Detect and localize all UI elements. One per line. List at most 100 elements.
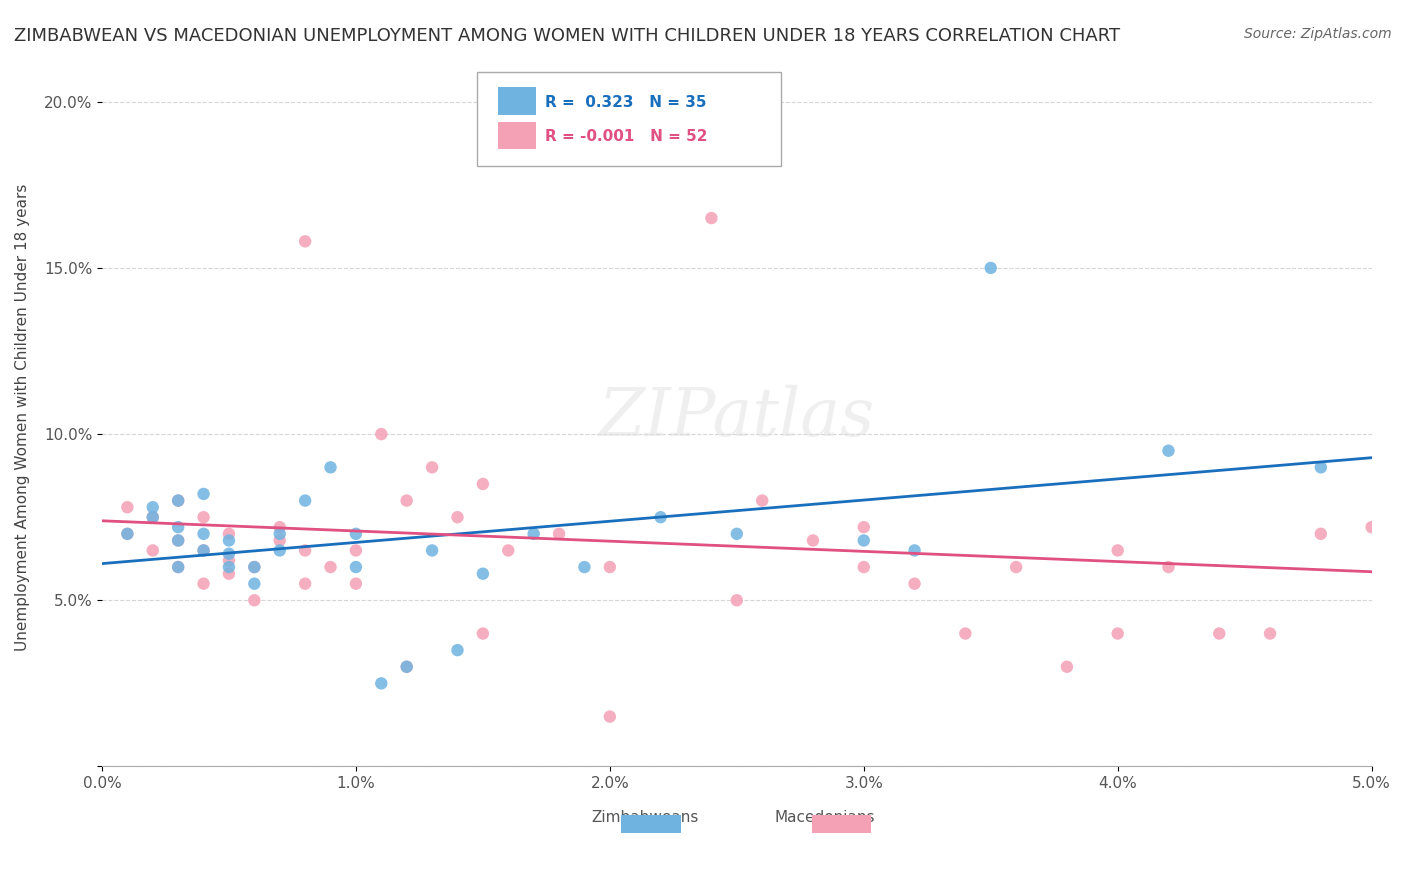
Point [370,676,392,690]
Point [446,643,468,657]
Point [167,560,190,574]
Point [218,560,240,574]
Point [1309,526,1331,541]
Point [269,520,291,534]
Point [370,427,392,442]
Point [167,520,190,534]
Text: ZIPatlas: ZIPatlas [599,384,875,450]
Point [852,533,875,548]
Point [167,533,190,548]
Point [751,493,773,508]
Point [167,533,190,548]
Text: Zimbabweans: Zimbabweans [592,810,699,825]
Point [269,543,291,558]
Point [471,566,494,581]
Point [1005,560,1028,574]
Point [1157,443,1180,458]
Point [599,709,621,723]
Point [218,547,240,561]
Point [1208,626,1230,640]
Point [243,560,266,574]
Point [117,500,139,515]
Point [852,560,875,574]
Point [548,526,571,541]
Point [193,487,215,501]
Point [269,526,291,541]
Point [142,500,165,515]
Point [395,493,418,508]
Point [446,510,468,524]
Point [344,576,367,591]
FancyBboxPatch shape [498,87,536,114]
Point [395,659,418,673]
Point [725,526,748,541]
Point [294,543,316,558]
Point [167,493,190,508]
Y-axis label: Unemployment Among Women with Children Under 18 years: Unemployment Among Women with Children U… [15,184,30,651]
Point [319,460,342,475]
Point [193,543,215,558]
Point [471,477,494,491]
Point [1107,543,1129,558]
Point [193,576,215,591]
Point [650,510,672,524]
Point [269,533,291,548]
Point [903,576,925,591]
Point [1056,659,1078,673]
Point [1258,626,1281,640]
Point [117,526,139,541]
Point [193,526,215,541]
Point [243,576,266,591]
Point [319,560,342,574]
Point [167,493,190,508]
Text: ZIMBABWEAN VS MACEDONIAN UNEMPLOYMENT AMONG WOMEN WITH CHILDREN UNDER 18 YEARS C: ZIMBABWEAN VS MACEDONIAN UNEMPLOYMENT AM… [14,27,1121,45]
Point [1361,520,1384,534]
Point [243,560,266,574]
Point [193,543,215,558]
Text: Source: ZipAtlas.com: Source: ZipAtlas.com [1244,27,1392,41]
Point [980,260,1002,275]
FancyBboxPatch shape [811,814,872,833]
Point [117,526,139,541]
Point [243,593,266,607]
Point [650,112,672,126]
Point [294,493,316,508]
Point [725,593,748,607]
Point [903,543,925,558]
FancyBboxPatch shape [621,814,681,833]
Point [344,560,367,574]
Text: Macedonians: Macedonians [775,810,876,825]
Point [471,626,494,640]
Point [167,560,190,574]
Point [218,553,240,567]
Point [294,576,316,591]
Point [294,235,316,249]
Point [574,560,596,574]
Point [344,543,367,558]
Point [498,543,520,558]
Point [700,211,723,225]
Point [142,510,165,524]
Point [142,543,165,558]
Point [1157,560,1180,574]
Point [1309,460,1331,475]
Point [218,533,240,548]
FancyBboxPatch shape [477,72,782,166]
Point [801,533,824,548]
Point [193,510,215,524]
Point [420,460,443,475]
Point [955,626,977,640]
Point [218,566,240,581]
Point [1107,626,1129,640]
Text: R = -0.001   N = 52: R = -0.001 N = 52 [546,129,707,145]
Point [218,526,240,541]
Point [420,543,443,558]
Point [523,526,546,541]
Point [852,520,875,534]
FancyBboxPatch shape [498,121,536,150]
Point [599,560,621,574]
Point [142,510,165,524]
Point [344,526,367,541]
Point [395,659,418,673]
Text: R =  0.323   N = 35: R = 0.323 N = 35 [546,95,707,110]
